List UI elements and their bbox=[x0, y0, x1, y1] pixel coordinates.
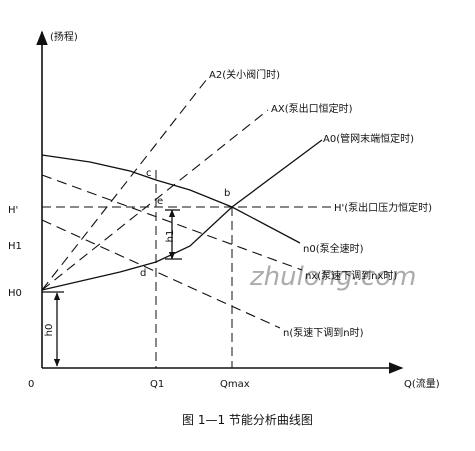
n0-curve bbox=[41, 154, 301, 244]
a0-label: A0(管网末端恒定时) bbox=[323, 132, 414, 145]
y-axis-label: (扬程) bbox=[50, 30, 78, 43]
nx-curve bbox=[41, 174, 303, 271]
y-tick-h1: H1 bbox=[8, 241, 22, 252]
point-e-label: e bbox=[157, 196, 163, 207]
n-curve bbox=[41, 219, 281, 329]
ax-curve bbox=[41, 109, 269, 291]
x-tick-qmax: Qmax bbox=[220, 379, 250, 390]
n-label: n(泵速下调到n时) bbox=[283, 327, 364, 339]
nx-label: nx(泵速下调到nx时) bbox=[305, 270, 397, 282]
point-c-label: c bbox=[146, 168, 152, 179]
a2-curve bbox=[41, 78, 208, 291]
y-tick-h0: H0 bbox=[8, 288, 22, 299]
n0-label: n0(泵全速时) bbox=[303, 242, 364, 255]
h0-segment-label: h0 bbox=[44, 324, 55, 337]
figure-caption: 图 1—1 节能分析曲线图 bbox=[182, 413, 313, 427]
h-prime-label: H'(泵出口压力恒定时) bbox=[334, 201, 432, 214]
point-d-label: d bbox=[140, 268, 146, 279]
h1-segment-label: h1 bbox=[165, 230, 176, 243]
x-tick-q1: Q1 bbox=[150, 379, 164, 390]
ax-label: AX(泵出口恒定时) bbox=[271, 102, 353, 115]
watermark: zhulong.com bbox=[249, 262, 417, 292]
a2-label: A2(关小阀门时) bbox=[209, 68, 280, 81]
x-axis-label: Q(流量) bbox=[404, 377, 440, 390]
origin-label: 0 bbox=[28, 379, 34, 390]
point-b-label: b bbox=[224, 188, 230, 199]
y-tick-h-prime: H' bbox=[8, 205, 18, 216]
